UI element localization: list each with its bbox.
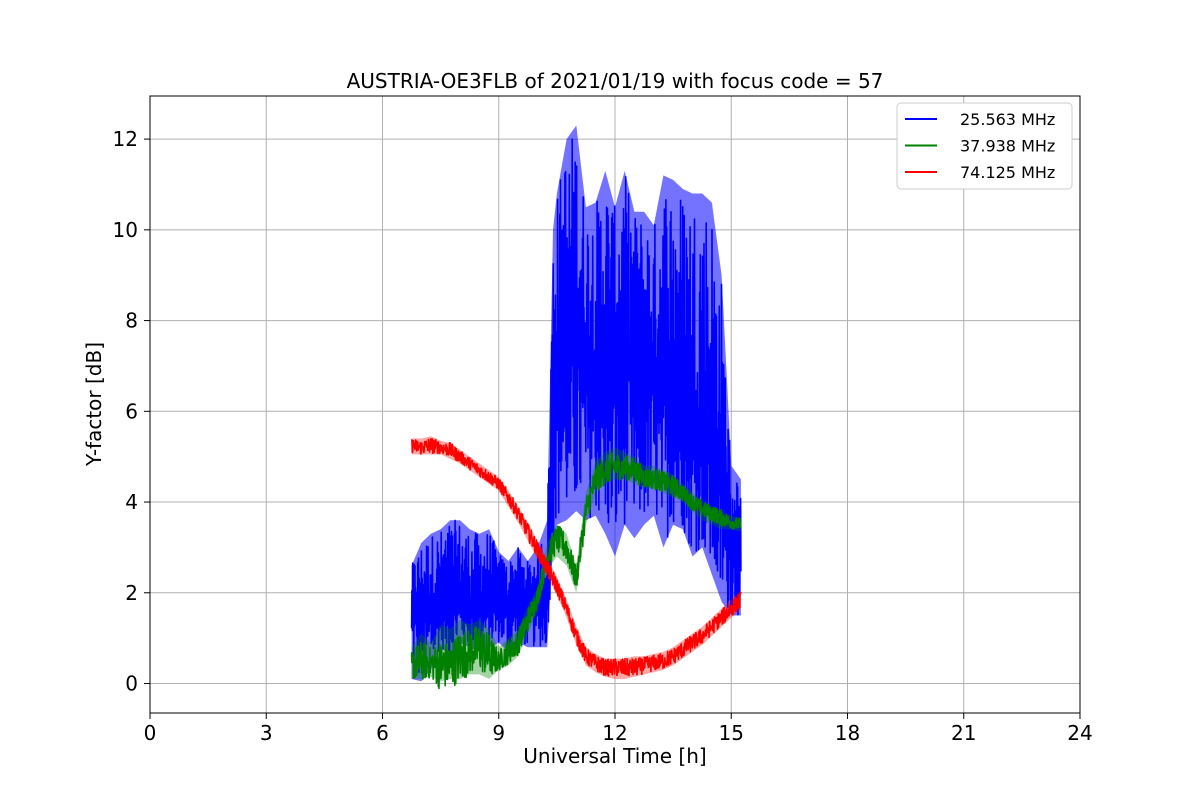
- x-axis-ticks: 0 3 6 9 12 15 18 21 24: [144, 713, 1093, 745]
- x-tick-label: 9: [492, 721, 505, 745]
- chart-title: AUSTRIA-OE3FLB of 2021/01/19 with focus …: [347, 69, 884, 93]
- y-tick-label: 6: [125, 399, 138, 423]
- y-tick-label: 2: [125, 581, 138, 605]
- x-tick-label: 21: [951, 721, 976, 745]
- legend: 25.563 MHz 37.938 MHz 74.125 MHz: [896, 102, 1073, 190]
- series-layer: [410, 125, 742, 690]
- series-25-563-mhz: [410, 125, 742, 682]
- x-axis-label: Universal Time [h]: [523, 744, 706, 768]
- series-37-938-mhz: [410, 447, 742, 690]
- y-axis-ticks: 0 2 4 6 8 10 12: [113, 127, 150, 696]
- x-tick-label: 18: [835, 721, 860, 745]
- x-tick-label: 3: [260, 721, 273, 745]
- series-line: [410, 438, 742, 677]
- legend-label: 25.563 MHz: [960, 110, 1055, 129]
- series-line: [410, 138, 742, 674]
- x-tick-label: 6: [376, 721, 389, 745]
- series-74-125-mhz: [410, 436, 742, 679]
- x-tick-label: 0: [144, 721, 157, 745]
- x-tick-label: 15: [719, 721, 744, 745]
- legend-label: 74.125 MHz: [960, 163, 1055, 182]
- y-tick-label: 10: [113, 218, 138, 242]
- x-tick-label: 12: [602, 721, 627, 745]
- y-axis-label: Y-factor [dB]: [82, 342, 106, 467]
- y-tick-label: 12: [113, 127, 138, 151]
- x-tick-label: 24: [1067, 721, 1092, 745]
- legend-label: 37.938 MHz: [960, 137, 1055, 156]
- y-tick-label: 0: [125, 672, 138, 696]
- y-tick-label: 8: [125, 309, 138, 333]
- series-line: [410, 452, 742, 690]
- y-tick-label: 4: [125, 490, 138, 514]
- legend-box: [896, 102, 1073, 190]
